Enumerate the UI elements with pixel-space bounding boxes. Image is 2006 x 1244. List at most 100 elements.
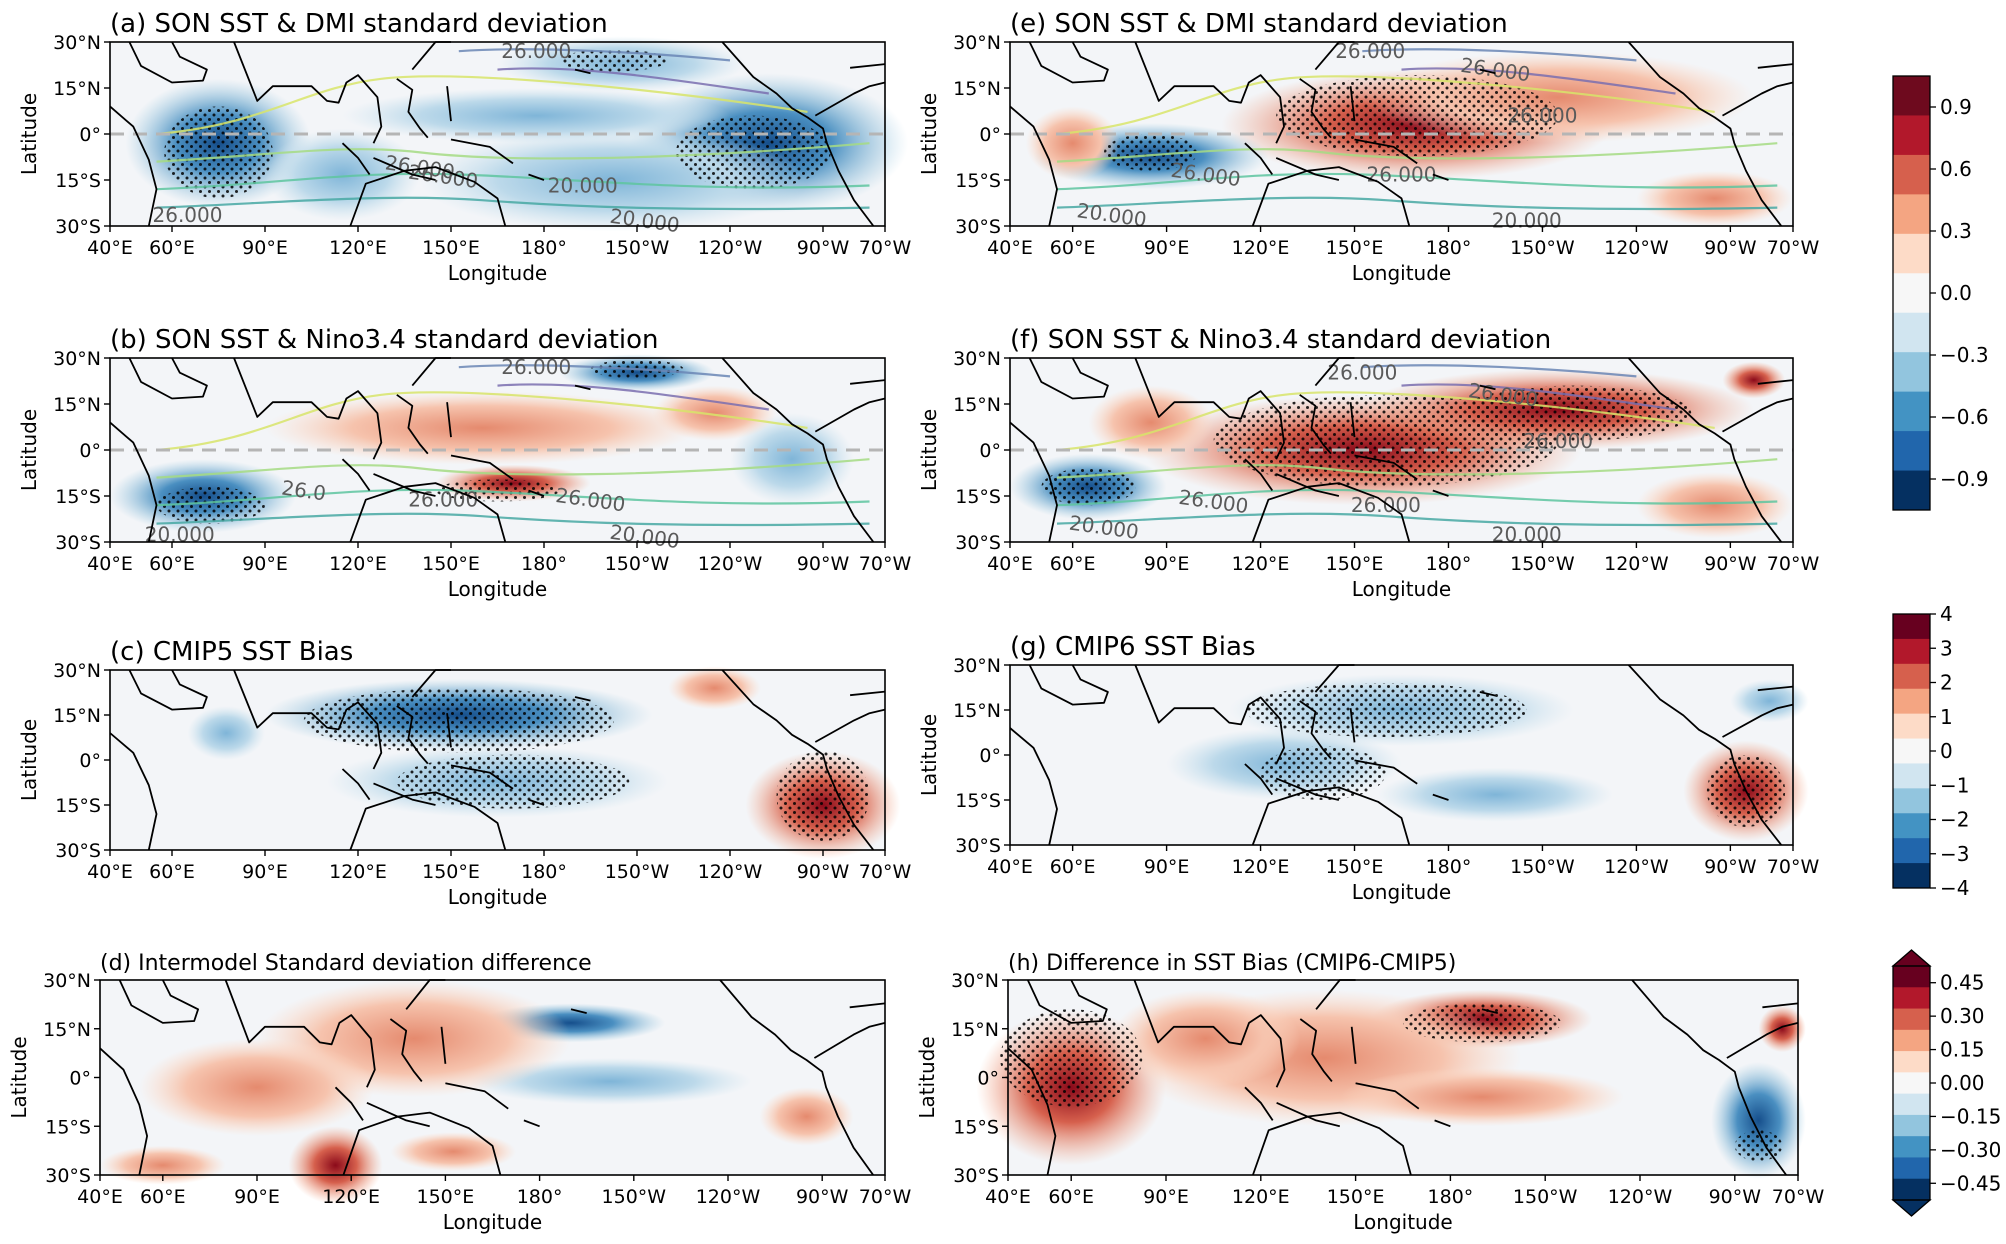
x-tick-label: 90°E (242, 861, 288, 883)
y-tick-label: 15°N (953, 394, 1001, 416)
coastline (528, 798, 545, 806)
x-tick-label: 120°W (1604, 237, 1669, 259)
coastline (1757, 379, 1794, 385)
contour-label: 26.000 (1507, 104, 1577, 128)
significance-stippling (1000, 1003, 1783, 1162)
x-tick-label: 150°E (422, 861, 480, 883)
contour-label: 26.000 (153, 203, 223, 227)
x-tick-label: 70°W (1767, 856, 1820, 878)
x-tick-label: 120°E (1232, 553, 1290, 575)
coastline (1726, 1022, 1799, 1059)
contour-line (156, 458, 870, 479)
contour-line (1362, 364, 1637, 378)
colorbar-segment (1893, 352, 1930, 393)
x-tick-label: 60°E (1048, 1186, 1094, 1208)
y-tick-label: 15°S (55, 170, 101, 192)
coastline (349, 166, 507, 227)
x-tick-label: 120°W (698, 237, 763, 259)
colorbar-tick-label: 0.3 (1940, 219, 1972, 243)
colorbar-tick-label: −0.9 (1940, 467, 1989, 491)
x-axis-label: Longitude (1352, 880, 1451, 904)
coastline (1275, 473, 1340, 497)
coastline (341, 458, 371, 492)
x-tick-label: 180° (521, 237, 567, 259)
coastline (1349, 708, 1356, 743)
x-tick-label: 150°W (602, 1186, 667, 1208)
x-tick-label: 150°W (1513, 1186, 1578, 1208)
coastline (1134, 41, 1285, 144)
coastline (719, 979, 874, 1176)
x-tick-label: 90°E (234, 1186, 280, 1208)
x-tick-label: 120°E (329, 237, 387, 259)
coastline (1432, 173, 1449, 181)
coastline (99, 1047, 148, 1176)
y-tick-label: 15°N (951, 1019, 999, 1041)
colorbar-segment (1893, 838, 1930, 864)
climatology-contours (156, 48, 870, 211)
colorbar-segment (1893, 813, 1930, 839)
y-tick-label: 30°S (955, 532, 1001, 554)
coastline (721, 41, 875, 227)
significance-stippling (1103, 75, 1559, 171)
colorbar-segment (1893, 1178, 1930, 1201)
colorbar-segment (1893, 987, 1930, 1010)
colorbar-tick-label: 1 (1940, 705, 1953, 729)
x-tick-label: 150°E (1326, 237, 1384, 259)
colorbar-segment (1893, 1029, 1930, 1052)
coastline (389, 1018, 423, 1082)
coastline (1349, 86, 1356, 122)
colorbar-cb2: 4 3 2 1 0 −1 −2 −3 −4 (1892, 602, 1969, 900)
y-tick-label: 30°N (953, 655, 1001, 677)
coastline (1299, 700, 1332, 760)
y-tick-label: 15°N (53, 705, 101, 727)
contour-line (156, 488, 870, 507)
coastline (233, 357, 383, 460)
contour-line (1056, 196, 1778, 211)
coastline (1349, 402, 1356, 438)
significance-stippling (303, 688, 870, 841)
coastline (1350, 1026, 1357, 1064)
y-axis-label: Latitude (917, 93, 941, 175)
y-tick-label: 30°S (55, 216, 101, 238)
panel-title: (h) Difference in SST Bias (CMIP6-CMIP5) (1008, 951, 1456, 976)
field-anomaly (139, 1038, 375, 1136)
coastline (109, 421, 158, 543)
stippling-region (1734, 1130, 1783, 1162)
coastline (396, 394, 429, 455)
field-anomaly (1711, 1061, 1806, 1179)
coastline (1275, 157, 1340, 181)
coastline (1354, 138, 1418, 165)
coastline (814, 708, 886, 743)
coastline (1134, 664, 1285, 765)
coastline (1299, 394, 1332, 455)
coastline (373, 473, 436, 497)
contour-line (1401, 383, 1676, 411)
coastline (1028, 41, 1109, 84)
coastline (128, 41, 208, 84)
coastlines (1007, 979, 1799, 1176)
colorbar-segment (1893, 738, 1930, 764)
coastline (1244, 142, 1274, 176)
coastline (721, 357, 875, 543)
field-anomaly (759, 1087, 854, 1146)
x-tick-label: 120°W (1604, 856, 1669, 878)
contour-line (156, 196, 870, 211)
map-panel-g: (g) CMIP6 SST Bias 40°E 60°E 90°E 120°E 150°E… (917, 632, 1819, 904)
x-tick-label: 180° (1428, 1186, 1474, 1208)
field-anomaly (1636, 472, 1793, 539)
colorbar-segment (1893, 966, 1930, 988)
x-tick-label: 60°E (1050, 553, 1096, 575)
colorbar-segment (1893, 638, 1930, 665)
coastline (1479, 384, 1496, 391)
coastline (850, 63, 886, 69)
coastline (1355, 1082, 1420, 1110)
coastline (814, 397, 886, 433)
stippling-region (559, 49, 668, 72)
x-axis-label: Longitude (1352, 261, 1451, 285)
coastline (1432, 489, 1449, 497)
coastline (1627, 357, 1783, 543)
colorbar-segment (1893, 273, 1930, 314)
colorbar-tick-label: −0.6 (1940, 405, 1989, 429)
coastline (1244, 763, 1274, 796)
x-tick-label: 120°E (1232, 856, 1290, 878)
